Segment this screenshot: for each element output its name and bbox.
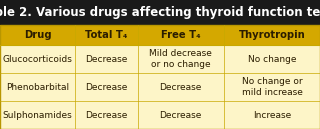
Bar xyxy=(0,101,320,129)
Bar xyxy=(0,45,320,73)
Bar xyxy=(0,25,320,45)
Text: Decrease: Decrease xyxy=(160,83,202,92)
Text: Phenobarbital: Phenobarbital xyxy=(6,83,69,92)
Text: Decrease: Decrease xyxy=(160,111,202,120)
Text: Total T₄: Total T₄ xyxy=(85,30,128,40)
Text: No change: No change xyxy=(248,55,296,64)
Text: Free T₄: Free T₄ xyxy=(161,30,201,40)
Bar xyxy=(0,25,320,129)
Text: Mild decrease
or no change: Mild decrease or no change xyxy=(149,49,212,69)
Text: Decrease: Decrease xyxy=(85,111,128,120)
Bar xyxy=(0,0,320,25)
Text: Thyrotropin: Thyrotropin xyxy=(239,30,305,40)
Text: Decrease: Decrease xyxy=(85,55,128,64)
Text: No change or
mild increase: No change or mild increase xyxy=(242,77,302,97)
Text: Table 2. Various drugs affecting thyroid function tests: Table 2. Various drugs affecting thyroid… xyxy=(0,6,320,19)
Text: Sulphonamides: Sulphonamides xyxy=(3,111,72,120)
Text: Drug: Drug xyxy=(24,30,52,40)
Text: Glucocorticoids: Glucocorticoids xyxy=(3,55,73,64)
Text: Increase: Increase xyxy=(253,111,291,120)
Text: Decrease: Decrease xyxy=(85,83,128,92)
Bar xyxy=(0,73,320,101)
